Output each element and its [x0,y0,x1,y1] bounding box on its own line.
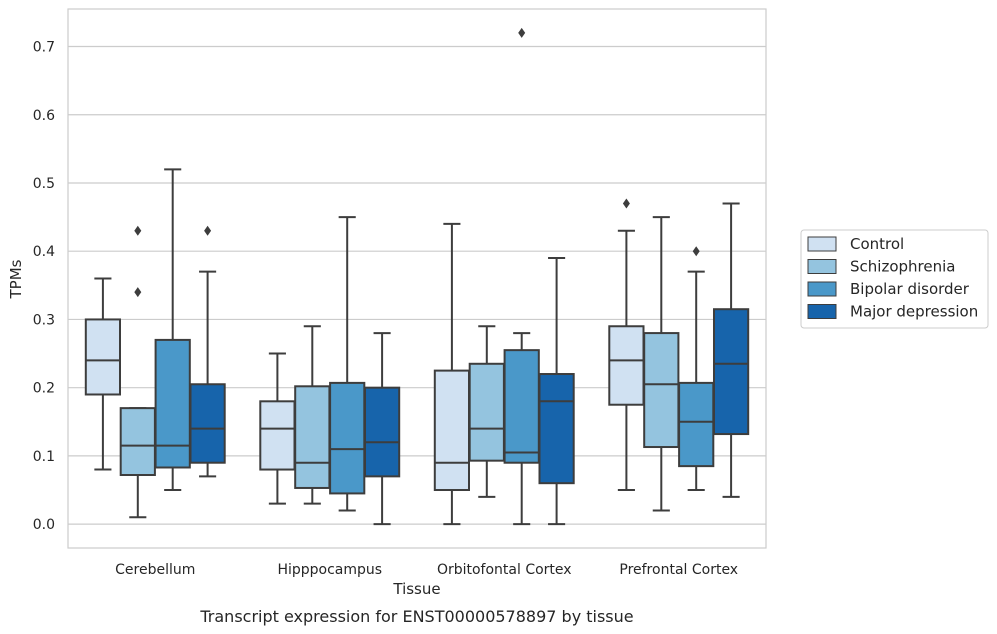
box-group [643,216,680,512]
y-tick-label: 0.1 [33,449,55,465]
box-group [363,332,401,526]
box [712,308,750,436]
y-tick-label: 0.5 [33,176,55,192]
x-tick-label: Orbitofontal Cortex [437,562,572,578]
box [294,385,331,489]
y-tick-label: 0.2 [33,381,55,397]
outlier-point [204,225,212,236]
legend-swatch [807,281,837,297]
box-group [119,225,156,519]
x-axis-label: Tissue [392,580,440,598]
box-group [329,216,366,512]
box [538,373,575,485]
outlier-point [622,198,630,209]
box-group [538,257,575,526]
y-tick-label: 0.4 [33,244,55,260]
box-group [503,27,540,526]
box [84,318,122,396]
box [643,332,680,449]
box [189,383,226,464]
box-group [294,325,331,505]
box [363,386,401,478]
box-group [189,225,226,478]
y-tick-label: 0.3 [33,312,55,328]
chart-caption: Transcript expression for ENST0000057889… [199,607,633,626]
box [119,407,156,476]
box [678,381,715,468]
box-group [468,325,505,498]
y-tick-label: 0.6 [33,108,55,124]
box-group [259,352,296,505]
box [433,369,471,492]
box [468,362,505,462]
legend-label: Schizophrenia [850,258,955,276]
box [608,325,645,406]
outlier-point [692,246,700,257]
box-group [712,202,750,498]
legend-label: Bipolar disorder [850,280,970,298]
box [329,381,366,495]
y-tick-label: 0.7 [33,40,55,56]
box-group [608,198,645,492]
box-group [678,246,715,492]
x-axis-ticks: Cerebellum Hipppocampus Orbitofontal Corte… [115,562,738,578]
box [154,338,191,469]
legend-label: Major depression [850,303,978,321]
legend-label: Control [850,235,904,253]
outlier-point [134,225,142,236]
legend-swatch [807,259,837,274]
y-axis-ticks: 0.0 0.1 0.2 0.3 0.4 0.5 0.6 0.7 [33,40,55,534]
y-axis-label: TPMs [7,259,25,299]
outlier-point [134,287,142,298]
legend-swatch [807,236,837,252]
y-tick-label: 0.0 [33,517,55,533]
x-tick-label: Hipppocampus [277,562,382,578]
x-tick-label: Prefrontal Cortex [619,562,738,578]
box-plots [84,27,750,526]
box [503,349,540,464]
plot-frame [67,8,767,549]
box [259,400,296,471]
box-group [433,222,471,526]
legend: Control Schizophrenia Bipolar disorder Majo… [800,229,989,329]
outlier-point [518,27,526,38]
box-group [84,277,122,471]
legend-swatch [807,304,837,319]
box-group [154,168,191,492]
legend-frame [800,229,989,329]
x-tick-label: Cerebellum [115,562,195,578]
